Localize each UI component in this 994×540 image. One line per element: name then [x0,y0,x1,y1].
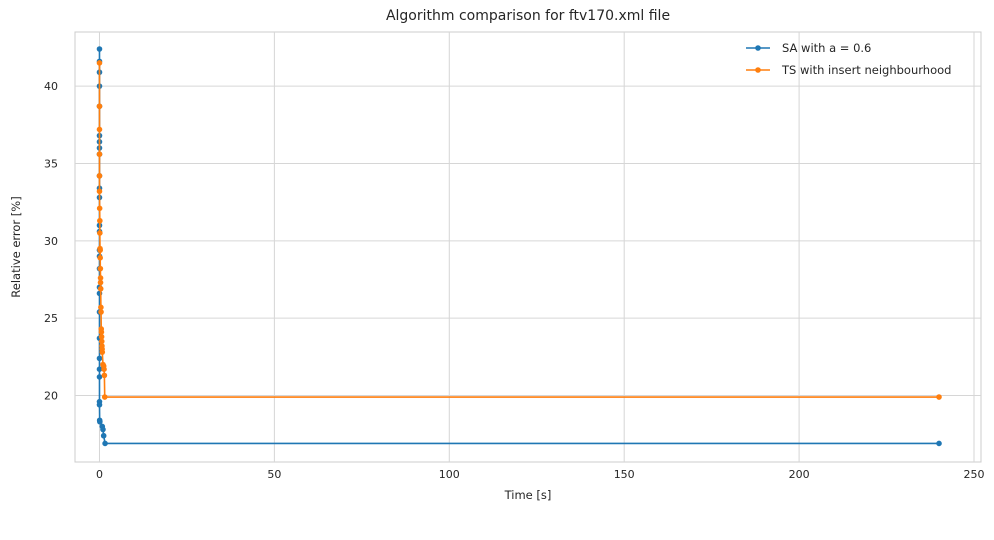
y-axis-ticks: 20 25 30 35 40 [44,80,58,402]
data-point [97,285,104,292]
data-point [101,394,108,400]
data-point [101,366,107,372]
data-point [96,355,103,362]
x-axis-label: Time [s] [504,488,552,502]
data-point [96,188,103,195]
data-point [96,151,103,157]
legend-entry: SA with a = 0.6 [746,41,871,55]
x-tick-label: 250 [964,468,985,481]
data-point [100,426,106,433]
data-point [99,349,106,355]
data-point [97,418,103,425]
data-point [96,374,103,380]
legend-marker [755,67,761,73]
x-tick-label: 150 [614,468,635,481]
data-point [101,372,108,379]
data-point [97,279,104,286]
legend-marker [755,45,761,51]
data-point [97,217,103,224]
y-tick-label: 25 [44,312,58,325]
legend: SA with a = 0.6 TS with insert neighbourh… [746,41,951,77]
y-tick-label: 35 [44,157,58,170]
data-point [97,275,104,281]
data-point [97,265,104,272]
x-tick-label: 0 [96,468,103,481]
y-axis-label: Relative error [%] [9,196,23,297]
legend-entry: TS with insert neighbourhood [746,63,951,77]
legend-label: TS with insert neighbourhood [781,63,951,77]
data-point [96,401,103,408]
data-point [98,329,105,335]
data-point [102,440,108,447]
data-point [96,60,103,66]
data-point [97,255,103,261]
x-tick-label: 50 [267,468,281,481]
series-2 [96,60,942,400]
data-point [96,205,103,212]
data-point [96,46,103,52]
chart-title: Algorithm comparison for ftv170.xml file [386,8,670,24]
data-point [98,304,104,311]
series-layer [96,46,942,447]
legend-label: SA with a = 0.6 [782,41,871,55]
data-point [98,338,105,345]
plot-area [74,31,982,463]
data-point [96,173,103,179]
x-tick-label: 100 [439,468,460,481]
data-point [100,432,107,439]
data-point [97,247,103,253]
y-tick-label: 30 [44,235,58,248]
data-point [936,440,942,447]
data-point [98,333,105,340]
data-point [96,126,103,133]
y-tick-label: 40 [44,80,58,93]
data-point [97,230,103,236]
data-point [936,394,942,400]
x-tick-label: 200 [789,468,810,481]
data-point [96,103,103,110]
y-tick-label: 20 [44,389,58,402]
data-point [98,309,104,315]
data-point [96,366,103,372]
x-axis-ticks: 0 50 100 150 200 250 [96,468,985,481]
